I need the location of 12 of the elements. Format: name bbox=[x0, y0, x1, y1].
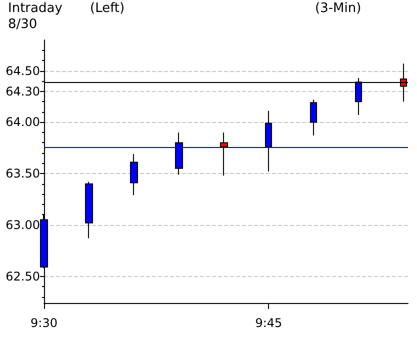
y-tick-label: 62.50 bbox=[6, 269, 40, 284]
text: (Left) bbox=[90, 1, 125, 16]
y-tick-label: 64.00 bbox=[6, 115, 40, 130]
chart-subtitle: 8/30 bbox=[8, 17, 38, 32]
text: (3-Min) bbox=[315, 1, 362, 16]
chart-title: Intraday bbox=[8, 1, 63, 16]
y-tick-label: 64.50 bbox=[6, 64, 40, 78]
x-tick-label: 9:30 bbox=[30, 316, 58, 330]
x-tick-label: 9:45 bbox=[255, 316, 282, 330]
y-tick-label: 63.50 bbox=[6, 166, 40, 181]
y-tick-label: 64.30 bbox=[6, 84, 40, 98]
y-tick-label: 63.00 bbox=[6, 218, 40, 232]
